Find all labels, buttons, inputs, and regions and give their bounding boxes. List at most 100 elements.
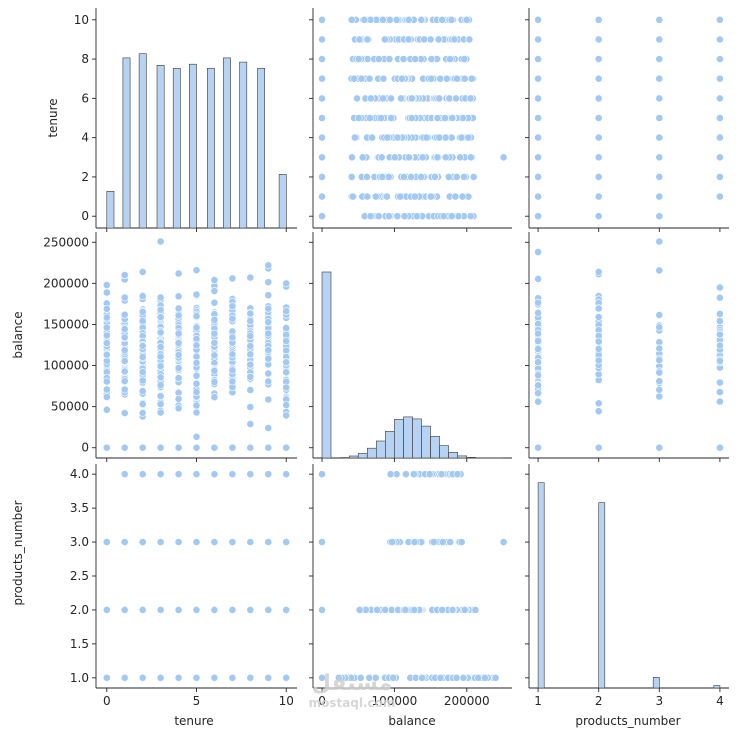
scatter-point — [192, 290, 201, 299]
scatter-point — [264, 291, 273, 300]
scatter-point — [453, 470, 462, 479]
scatter-point — [716, 309, 724, 318]
scatter-point — [357, 74, 366, 83]
hist-bar — [189, 63, 197, 229]
scatter-point — [192, 312, 201, 321]
hist-bar — [207, 68, 215, 229]
scatter-point — [358, 153, 367, 162]
scatter-point — [655, 237, 664, 246]
scatter-point — [282, 337, 291, 346]
scatter-point — [102, 606, 111, 614]
scatter-point — [374, 55, 383, 63]
scatter-point — [464, 133, 473, 142]
scatter-point — [655, 368, 664, 377]
scatter-point — [246, 309, 255, 318]
scatter-point — [318, 35, 326, 44]
scatter-point — [655, 311, 664, 319]
scatter-point — [102, 288, 111, 297]
scatter-point — [264, 354, 273, 363]
scatter-point — [433, 114, 442, 122]
scatter-point — [120, 333, 129, 342]
scatter-point — [460, 55, 469, 63]
scatter-point — [282, 383, 291, 392]
scatter-point — [228, 377, 237, 386]
scatter-point — [446, 55, 454, 63]
panel-balance-vs-products_number — [525, 232, 729, 462]
scatter-point — [264, 369, 273, 378]
scatter-point — [192, 432, 201, 441]
scatter-point — [246, 273, 255, 282]
scatter-point — [594, 172, 603, 181]
y-tick-label: 250000 — [43, 235, 89, 249]
scatter-point — [210, 606, 219, 614]
scatter-point — [246, 403, 255, 411]
watermark-text: mostaql.com — [309, 696, 396, 710]
scatter-point — [120, 325, 129, 333]
scatter-point — [228, 673, 237, 682]
scatter-point — [120, 443, 129, 452]
hist-bar — [348, 455, 359, 459]
scatter-point — [192, 401, 201, 410]
scatter-point — [156, 328, 165, 337]
hist-bar — [172, 68, 181, 229]
scatter-point — [386, 15, 394, 24]
scatter-point — [655, 192, 664, 201]
scatter-point — [447, 212, 456, 221]
scatter-point — [174, 364, 183, 372]
scatter-point — [454, 212, 463, 221]
scatter-point — [102, 339, 111, 347]
scatter-point — [438, 606, 447, 614]
hist-bar — [122, 57, 131, 229]
scatter-point — [228, 333, 237, 342]
scatter-point — [417, 172, 425, 181]
scatter-point — [356, 673, 365, 682]
scatter-point — [120, 673, 129, 682]
scatter-point — [404, 153, 413, 162]
scatter-point — [174, 311, 183, 320]
scatter-point — [655, 344, 664, 353]
scatter-point — [120, 377, 129, 386]
scatter-point — [138, 673, 147, 682]
scatter-point — [716, 192, 724, 201]
scatter-point — [407, 94, 416, 103]
panel-products_number-vs-tenure: 0 5 10 1.0 1.5 2.0 2.5 3.0 3.5 4.0 — [70, 464, 297, 708]
scatter-point — [365, 673, 374, 682]
scatter-point — [246, 342, 255, 350]
scatter-point — [138, 376, 147, 385]
scatter-point — [366, 94, 375, 103]
scatter-point — [192, 341, 201, 350]
hist-bar — [412, 418, 422, 459]
y-tick-label: 0 — [81, 441, 89, 455]
scatter-point — [156, 538, 165, 546]
scatter-point — [192, 388, 201, 396]
scatter-point — [456, 153, 464, 162]
scatter-point — [716, 341, 724, 350]
scatter-point — [264, 606, 273, 614]
scatter-point — [192, 371, 201, 380]
scatter-point — [120, 271, 129, 279]
scatter-point — [138, 443, 147, 452]
scatter-point — [594, 337, 603, 346]
scatter-point — [192, 358, 201, 367]
xlabel-products-number: products_number — [575, 714, 680, 728]
scatter-point — [534, 212, 542, 221]
scatter-point — [368, 133, 376, 142]
scatter-point — [246, 372, 255, 381]
scatter-point — [438, 538, 447, 546]
scatter-point — [174, 374, 183, 382]
scatter-point — [363, 172, 371, 181]
scatter-point — [401, 606, 410, 614]
scatter-point — [655, 266, 664, 275]
scatter-point — [438, 15, 447, 24]
scatter-point — [448, 114, 457, 122]
scatter-point — [384, 172, 393, 181]
scatter-point — [378, 15, 387, 24]
panel-balance-vs-balance — [309, 232, 512, 462]
scatter-point — [192, 334, 201, 343]
scatter-point — [246, 332, 255, 340]
scatter-point — [378, 172, 387, 181]
scatter-point — [469, 172, 478, 181]
scatter-point — [429, 538, 438, 546]
